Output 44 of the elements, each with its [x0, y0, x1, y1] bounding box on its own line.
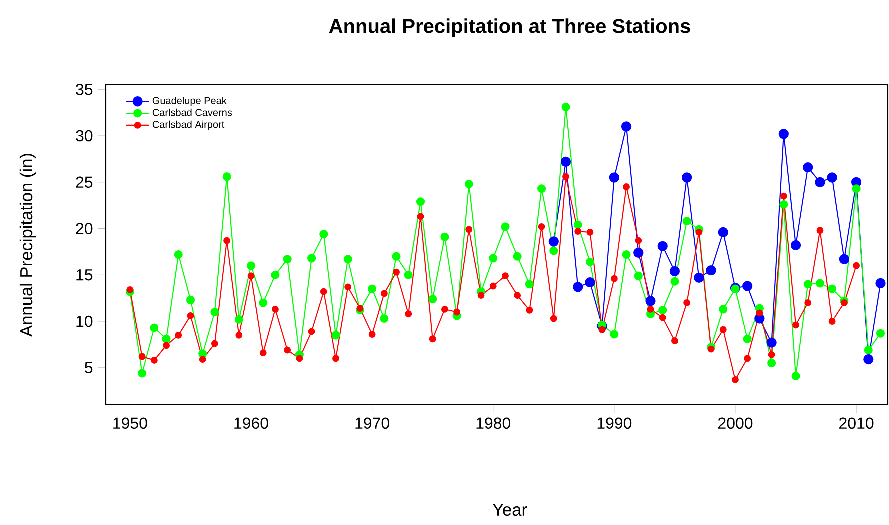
- point: [803, 162, 814, 173]
- point: [560, 156, 572, 168]
- point: [706, 265, 716, 276]
- y-tick-label: 5: [85, 362, 93, 374]
- y-tick-label: 15: [76, 270, 93, 281]
- point: [646, 296, 656, 306]
- chart-title: Annual Precipitation at Three Stations: [329, 18, 690, 38]
- point: [621, 122, 632, 132]
- point: [658, 241, 668, 252]
- y-axis-title: Annual Precipitation (in): [20, 154, 36, 337]
- point: [718, 227, 728, 238]
- point: [634, 248, 644, 258]
- x-tick-label: 2010: [840, 418, 874, 430]
- point: [742, 281, 753, 292]
- x-tick-label: 1990: [598, 418, 632, 430]
- point: [694, 272, 704, 283]
- point: [876, 278, 886, 289]
- point: [548, 236, 559, 247]
- point: [827, 172, 838, 183]
- y-tick-label: 25: [76, 176, 93, 188]
- point: [839, 254, 850, 264]
- x-tick-label: 1960: [234, 418, 268, 430]
- point: [778, 129, 789, 140]
- point: [682, 172, 692, 183]
- legend-label: Carlsbad Airport: [152, 120, 225, 130]
- x-tick-label: 1950: [114, 418, 148, 430]
- y-tick-label: 30: [76, 130, 93, 142]
- point: [864, 354, 874, 365]
- point: [670, 266, 680, 277]
- x-tick-label: 2000: [718, 418, 753, 430]
- x-tick-label: 1980: [476, 418, 511, 430]
- point: [573, 282, 584, 292]
- legend-label: Carlsbad Caverns: [152, 108, 232, 116]
- point: [815, 177, 826, 188]
- point: [585, 277, 596, 288]
- x-tick-label: 1970: [356, 418, 390, 430]
- point: [609, 172, 620, 183]
- y-tick-label: 10: [76, 316, 93, 328]
- point: [790, 240, 802, 251]
- x-axis-title: Year: [492, 504, 528, 516]
- legend-label: Guadelupe Peak: [152, 97, 227, 106]
- point: [766, 338, 777, 348]
- y-tick-label: 35: [76, 84, 93, 96]
- y-tick-label: 20: [76, 223, 93, 234]
